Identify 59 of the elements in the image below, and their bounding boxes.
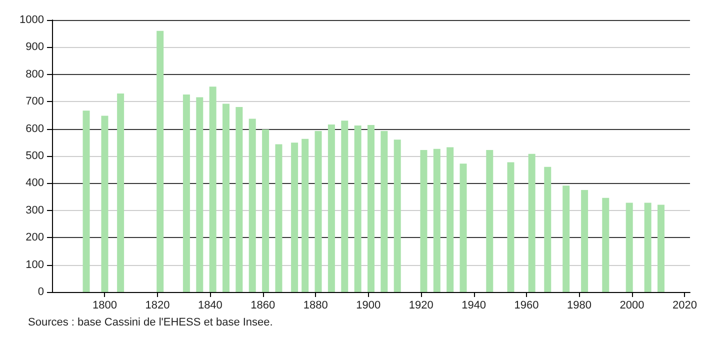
bar — [602, 198, 610, 292]
bar — [314, 130, 322, 292]
bar — [368, 124, 374, 292]
bar — [222, 104, 230, 292]
bar — [460, 164, 467, 292]
y-tick-label: 800 — [26, 68, 44, 80]
x-tick-label: 1800 — [92, 300, 117, 312]
bar — [196, 97, 204, 292]
bar — [433, 148, 440, 292]
bar — [544, 166, 552, 292]
bar — [209, 86, 216, 292]
x-tick-label: 1960 — [514, 300, 539, 312]
bar — [354, 126, 362, 292]
bar — [644, 202, 652, 292]
bar — [302, 138, 309, 292]
y-tick-label: 600 — [26, 122, 44, 135]
y-tick-label: 700 — [26, 96, 44, 108]
bar — [182, 94, 190, 292]
y-tick-label: 500 — [26, 150, 44, 162]
x-tick-label: 1940 — [462, 300, 486, 312]
bar — [291, 142, 298, 292]
bar — [380, 130, 388, 292]
y-tick-label: 400 — [26, 177, 44, 190]
bar — [275, 144, 282, 292]
bar — [394, 140, 401, 292]
x-tick-label: 2020 — [672, 300, 697, 312]
bar — [82, 110, 90, 292]
y-tick-label: 100 — [26, 258, 44, 271]
bar — [626, 202, 633, 292]
bar — [562, 186, 570, 292]
bar — [341, 120, 348, 292]
x-tick-label: 1840 — [198, 300, 222, 312]
bar — [507, 162, 514, 292]
x-tick-label: 1820 — [145, 300, 170, 312]
source-note: Sources : base Cassini de l'EHESS et base Insee. — [28, 316, 273, 328]
bar — [581, 190, 588, 292]
x-tick-label: 1920 — [408, 300, 434, 312]
bar — [101, 116, 108, 292]
bar — [262, 129, 270, 292]
y-tick-label: 1000 — [20, 14, 44, 26]
x-tick-label: 1880 — [303, 300, 328, 312]
y-tick-label: 300 — [26, 204, 44, 216]
x-tick-label: 2000 — [620, 300, 644, 312]
x-tick-label: 1900 — [356, 300, 381, 312]
x-tick-label: 1980 — [567, 300, 592, 312]
bar — [658, 204, 664, 292]
bar — [156, 30, 164, 292]
bar — [486, 150, 494, 292]
y-tick-label: 200 — [26, 232, 44, 244]
bar — [528, 154, 536, 292]
bar — [117, 93, 124, 292]
bar — [236, 107, 243, 292]
y-tick-label: 0 — [38, 286, 44, 298]
bar — [328, 124, 335, 292]
x-tick-label: 1860 — [250, 300, 276, 312]
bar — [248, 118, 256, 292]
y-tick-label: 900 — [26, 41, 44, 54]
bar — [420, 150, 428, 292]
bar — [446, 147, 454, 292]
